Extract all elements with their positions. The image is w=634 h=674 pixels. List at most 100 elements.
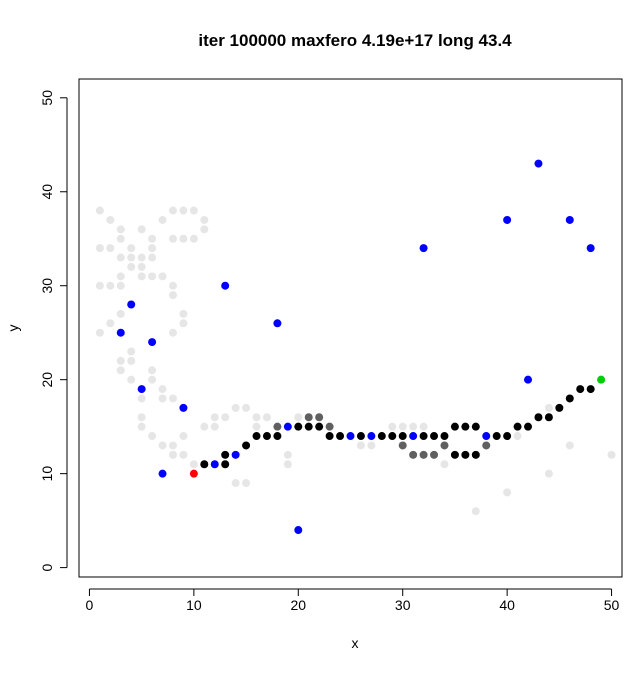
point xyxy=(524,375,533,384)
point xyxy=(419,450,428,459)
point xyxy=(127,262,136,271)
point xyxy=(210,422,219,431)
point xyxy=(137,225,146,234)
point xyxy=(242,441,251,450)
x-tick-label: 40 xyxy=(499,597,515,613)
point xyxy=(377,432,386,441)
point xyxy=(503,215,512,224)
point xyxy=(304,413,313,422)
point xyxy=(471,422,480,431)
point xyxy=(430,450,439,459)
point xyxy=(231,403,240,412)
point xyxy=(116,309,125,318)
point xyxy=(158,469,167,478)
point xyxy=(179,234,188,243)
y-tick-label: 10 xyxy=(39,466,55,482)
x-tick-label: 30 xyxy=(395,597,411,613)
point xyxy=(482,441,491,450)
point xyxy=(137,385,146,394)
point xyxy=(242,403,251,412)
point xyxy=(262,432,271,441)
x-tick-label: 50 xyxy=(604,597,620,613)
point xyxy=(116,356,125,365)
point xyxy=(95,206,104,215)
point xyxy=(430,432,439,441)
point xyxy=(148,366,157,375)
point xyxy=(179,206,188,215)
point xyxy=(127,253,136,262)
point xyxy=(544,403,553,412)
chart-title: iter 100000 maxfero 4.19e+17 long 43.4 xyxy=(198,31,512,50)
point xyxy=(586,244,595,253)
point xyxy=(325,422,334,431)
y-axis-label: y xyxy=(5,325,21,332)
point xyxy=(471,507,480,516)
point xyxy=(576,385,585,394)
point xyxy=(367,432,376,441)
point xyxy=(200,460,209,469)
point xyxy=(127,347,136,356)
point xyxy=(294,413,303,422)
point xyxy=(461,422,470,431)
point xyxy=(534,413,543,422)
point xyxy=(273,319,282,328)
point xyxy=(200,225,209,234)
point xyxy=(168,206,177,215)
point xyxy=(346,432,355,441)
point xyxy=(168,291,177,300)
point xyxy=(168,450,177,459)
point xyxy=(116,328,125,337)
point xyxy=(440,460,449,469)
point xyxy=(148,375,157,384)
point xyxy=(168,441,177,450)
point xyxy=(315,413,324,422)
point xyxy=(555,403,564,412)
point xyxy=(158,215,167,224)
point xyxy=(127,244,136,253)
point xyxy=(440,441,449,450)
point xyxy=(179,450,188,459)
point xyxy=(106,281,115,290)
point xyxy=(565,441,574,450)
point xyxy=(210,460,219,469)
plot-frame xyxy=(78,78,623,578)
point xyxy=(221,281,230,290)
y-tick-label: 30 xyxy=(39,278,55,294)
y-tick-label: 0 xyxy=(39,564,55,572)
point xyxy=(148,244,157,253)
point xyxy=(179,403,188,412)
point xyxy=(168,281,177,290)
point xyxy=(534,159,543,168)
y-tick-label: 20 xyxy=(39,372,55,388)
point xyxy=(179,319,188,328)
point xyxy=(440,432,449,441)
point xyxy=(492,432,501,441)
point xyxy=(461,450,470,459)
point xyxy=(95,328,104,337)
point xyxy=(252,422,261,431)
y-tick-label: 50 xyxy=(39,90,55,106)
point xyxy=(607,450,616,459)
point xyxy=(482,432,491,441)
point xyxy=(189,206,198,215)
point xyxy=(189,469,198,478)
point xyxy=(116,253,125,262)
point xyxy=(262,413,271,422)
point xyxy=(116,234,125,243)
point xyxy=(450,422,459,431)
point xyxy=(252,432,261,441)
point xyxy=(95,281,104,290)
point xyxy=(283,422,292,431)
point xyxy=(116,272,125,281)
point xyxy=(315,422,324,431)
point xyxy=(148,432,157,441)
point xyxy=(168,328,177,337)
point xyxy=(398,441,407,450)
point xyxy=(586,385,595,394)
point xyxy=(137,272,146,281)
x-axis-label: x xyxy=(352,635,359,651)
point xyxy=(221,413,230,422)
point xyxy=(325,432,334,441)
point xyxy=(231,450,240,459)
point xyxy=(524,422,533,431)
